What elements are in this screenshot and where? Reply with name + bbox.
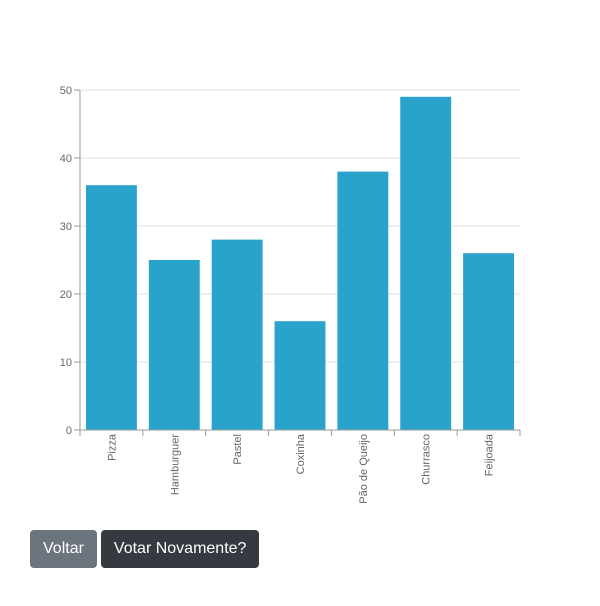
x-tick-label: Pastel [232, 434, 244, 465]
bar-chart: 0 10 20 30 40 50 Pizza Hamburguer Pastel Coxinha… [60, 85, 521, 504]
bar [148, 260, 200, 430]
axes [74, 89, 521, 436]
bars [85, 96, 515, 431]
action-buttons: Voltar Votar Novamente? [30, 530, 260, 568]
x-tick-label: Feijoada [484, 433, 496, 476]
y-tick-label: 0 [66, 425, 72, 437]
bar [274, 321, 326, 430]
bar [85, 185, 137, 430]
bar [400, 96, 452, 431]
vote-again-button[interactable]: Votar Novamente? [100, 530, 260, 568]
y-tick-label: 50 [60, 85, 72, 97]
y-tick-label: 30 [60, 221, 72, 233]
y-tick-label: 10 [60, 357, 72, 369]
x-tick-labels: Pizza Hamburguer Pastel Coxinha Pão de Queij… [106, 433, 495, 504]
bar [211, 239, 263, 430]
x-tick-label: Coxinha [295, 433, 307, 474]
y-tick-label: 20 [60, 289, 72, 301]
bar [337, 171, 389, 430]
x-tick-label: Hamburguer [169, 434, 181, 495]
y-tick-label: 40 [60, 153, 72, 165]
x-tick-label: Pão de Queijo [358, 434, 370, 504]
x-tick-label: Pizza [106, 433, 118, 461]
back-button[interactable]: Voltar [30, 530, 97, 568]
x-tick-label: Churrasco [421, 434, 433, 485]
bar [463, 253, 515, 430]
y-tick-labels: 0 10 20 30 40 50 [60, 85, 72, 437]
